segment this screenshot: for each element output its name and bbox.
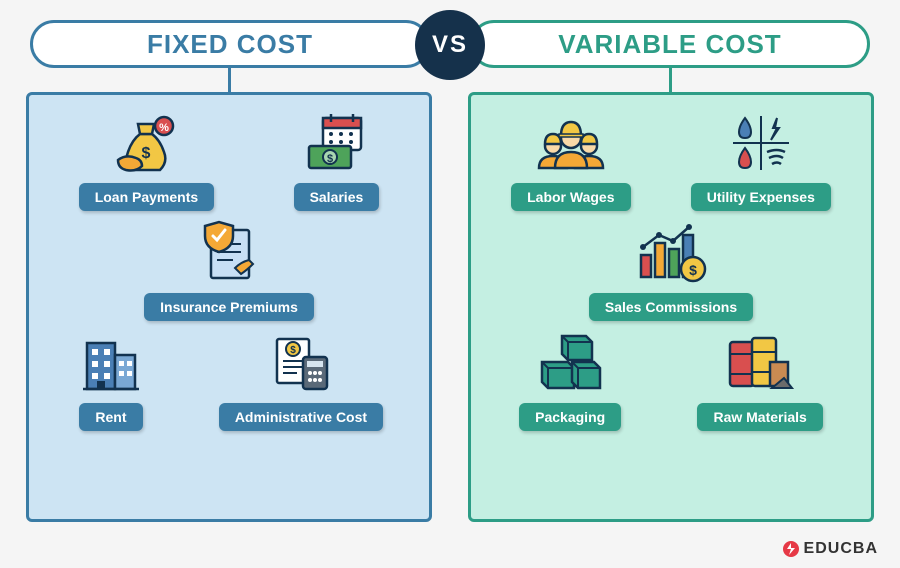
label-loan-payments: Loan Payments — [79, 183, 214, 211]
label-labor-wages: Labor Wages — [511, 183, 630, 211]
connector-left — [228, 68, 231, 94]
vs-badge: VS — [415, 10, 485, 80]
var-row-3: Packaging Raw Materials — [481, 329, 861, 431]
barrels-icon — [724, 329, 796, 397]
item-insurance: Insurance Premiums — [144, 219, 314, 321]
var-row-2: $ Sales Commissions — [481, 219, 861, 321]
label-utility: Utility Expenses — [691, 183, 831, 211]
item-salaries: $ Salaries — [294, 109, 380, 211]
item-utility: Utility Expenses — [691, 109, 831, 211]
variable-cost-title: VARIABLE COST — [558, 29, 781, 60]
logo-text: EDUCBA — [804, 540, 878, 558]
item-labor-wages: Labor Wages — [511, 109, 630, 211]
svg-text:$: $ — [142, 145, 151, 162]
boxes-icon — [534, 329, 606, 397]
item-rent: Rent — [75, 329, 147, 431]
vs-text: VS — [432, 31, 468, 59]
fixed-cost-header: FIXED COST — [30, 20, 430, 68]
money-bag-icon: $ % — [110, 109, 182, 177]
sales-chart-icon: $ — [635, 219, 707, 287]
label-admin-cost: Administrative Cost — [219, 403, 383, 431]
variable-cost-panel: Labor Wages Utility Expenses — [468, 92, 874, 522]
fixed-row-2: Insurance Premiums — [39, 219, 419, 321]
variable-cost-header: VARIABLE COST — [470, 20, 870, 68]
label-sales-commissions: Sales Commissions — [589, 293, 753, 321]
label-rent: Rent — [79, 403, 142, 431]
svg-text:$: $ — [327, 153, 333, 165]
infographic-root: FIXED COST VARIABLE COST VS $ % — [0, 0, 900, 568]
fixed-row-1: $ % Loan Payments — [39, 109, 419, 211]
insurance-doc-icon — [193, 219, 265, 287]
logo-mark-icon — [782, 540, 800, 558]
var-row-1: Labor Wages Utility Expenses — [481, 109, 861, 211]
label-insurance: Insurance Premiums — [144, 293, 314, 321]
admin-calc-icon: $ — [265, 329, 337, 397]
svg-text:$: $ — [689, 262, 697, 278]
item-raw-materials: Raw Materials — [697, 329, 822, 431]
fixed-cost-title: FIXED COST — [147, 29, 313, 60]
label-salaries: Salaries — [294, 183, 380, 211]
item-sales-commissions: $ Sales Commissions — [589, 219, 753, 321]
utilities-icon — [725, 109, 797, 177]
building-icon — [75, 329, 147, 397]
calendar-cash-icon: $ — [300, 109, 372, 177]
svg-text:%: % — [160, 122, 170, 134]
item-packaging: Packaging — [519, 329, 621, 431]
educba-logo: EDUCBA — [782, 540, 878, 558]
svg-text:$: $ — [290, 345, 296, 356]
label-packaging: Packaging — [519, 403, 621, 431]
label-raw-materials: Raw Materials — [697, 403, 822, 431]
workers-icon — [535, 109, 607, 177]
item-admin-cost: $ Administrative Cost — [219, 329, 383, 431]
fixed-row-3: Rent $ Ad — [39, 329, 419, 431]
item-loan-payments: $ % Loan Payments — [79, 109, 214, 211]
fixed-cost-panel: $ % Loan Payments — [26, 92, 432, 522]
connector-right — [669, 68, 672, 94]
